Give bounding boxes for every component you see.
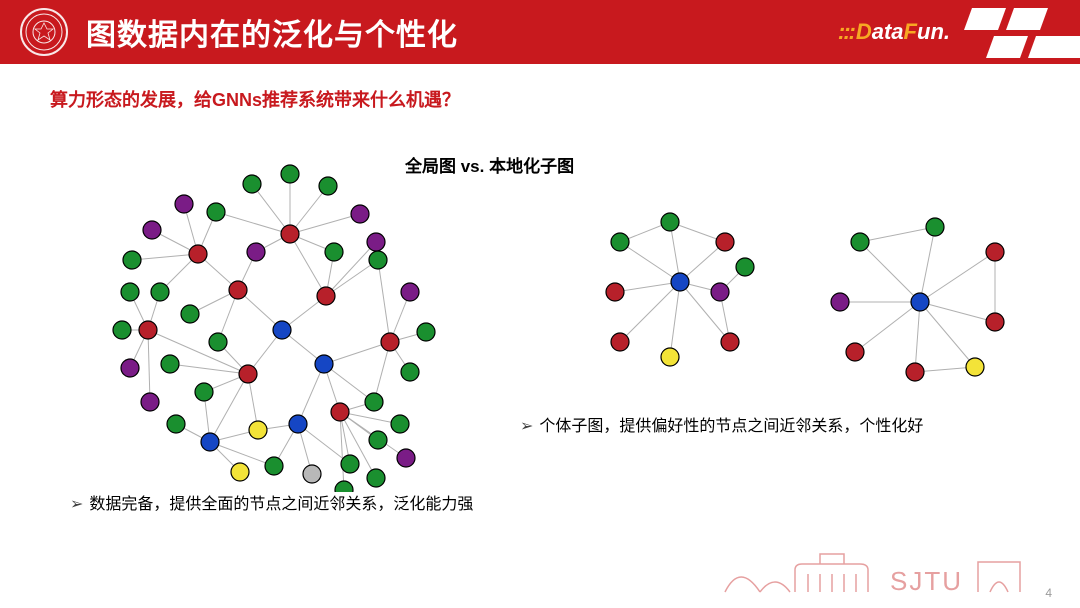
slide-subtitle: 算力形态的发展，给GNNs推荐系统带来什么机遇？ [50, 86, 1080, 112]
university-seal-icon [20, 8, 68, 56]
brand-logo-text: :::DataFun. [838, 19, 950, 45]
bullet-right: ➢ 个体子图，提供偏好性的节点之间近邻关系，个性化好 [520, 412, 923, 436]
footer-sjtu-text: SJTU [890, 566, 963, 596]
bullet-icon: ➢ [520, 418, 533, 435]
subgraph-1-diagram [560, 192, 780, 382]
bullet-right-text: 个体子图，提供偏好性的节点之间近邻关系，个性化好 [539, 418, 923, 435]
brand-shapes-icon [960, 0, 1080, 64]
footer-decoration-icon: SJTU [720, 542, 1040, 602]
content-area: 全局图 vs. 本地化子图 ➢数据完备，提供全面的节点之间近邻关系，泛化能力强 … [0, 112, 1080, 592]
slide-title: 图数据内在的泛化与个性化 [86, 10, 458, 54]
bullet-icon: ➢ [70, 496, 83, 513]
bullet-left: ➢ 数据完备，提供全面的节点之间近邻关系，泛化能力强 [70, 490, 473, 514]
brand-area: :::DataFun. [838, 0, 1080, 64]
bullet-left-text: 数据完备，提供全面的节点之间近邻关系，泛化能力强 [89, 496, 473, 513]
global-graph-diagram [90, 142, 470, 492]
page-number: 4 [1045, 586, 1052, 600]
slide-header: 图数据内在的泛化与个性化 :::DataFun. [0, 0, 1080, 64]
subgraph-2-diagram [800, 192, 1030, 392]
